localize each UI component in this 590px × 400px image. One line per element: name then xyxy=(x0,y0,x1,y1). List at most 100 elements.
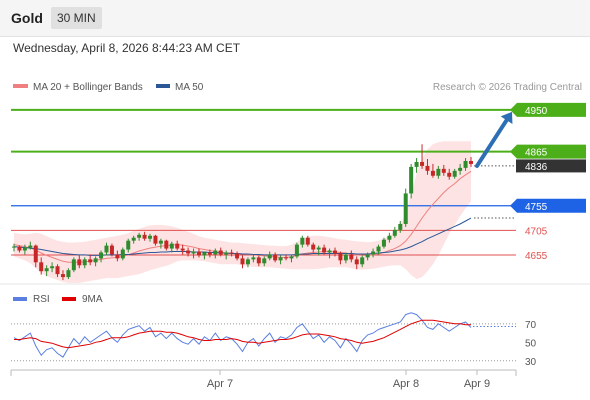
candle-body xyxy=(289,256,294,259)
forecast-arrow-shaft xyxy=(475,118,509,168)
candle-body xyxy=(175,243,180,249)
candle-body xyxy=(120,249,125,259)
candle-body xyxy=(224,252,229,255)
candle-body xyxy=(278,257,283,261)
candle-body xyxy=(294,244,299,257)
timeframe-button[interactable]: 30 MIN xyxy=(51,7,102,29)
candle-body xyxy=(218,250,223,255)
candle-body xyxy=(436,168,441,176)
candle-body xyxy=(392,229,397,236)
x-tick-label: Apr 7 xyxy=(207,378,233,390)
resistance-1-label-bg xyxy=(510,144,586,159)
rsi-ma-legend-label: 9MA xyxy=(82,294,103,305)
candle-body xyxy=(180,248,185,251)
candle-body xyxy=(273,254,278,261)
candle-body xyxy=(196,251,201,256)
rsi-legend-label: RSI xyxy=(33,294,50,305)
candle-body xyxy=(371,251,376,255)
candle-body xyxy=(338,253,343,261)
x-axis: Apr 7 Apr 8 Apr 9 xyxy=(207,370,490,390)
candle-body xyxy=(22,247,27,251)
candle-body xyxy=(267,254,272,259)
candle-body xyxy=(12,246,16,248)
candle-body xyxy=(131,237,136,241)
candle-body xyxy=(447,172,452,177)
candle-body xyxy=(240,258,245,265)
x-tick-label: Apr 8 xyxy=(393,378,419,390)
resistance-1-label: 4865 xyxy=(525,148,548,159)
candle-body xyxy=(381,239,386,247)
level-labels: 4950 4865 4836 4755 4705 4655 xyxy=(510,102,586,262)
x-tick-label: Apr 9 xyxy=(464,378,490,390)
candle-body xyxy=(66,270,71,278)
candle-body xyxy=(360,257,365,265)
candle-body xyxy=(256,257,261,264)
candle-body xyxy=(327,250,332,253)
candle-body xyxy=(142,234,147,239)
candle-body xyxy=(354,259,359,265)
candle-body xyxy=(148,235,153,239)
candle-body xyxy=(251,257,256,260)
candle-body xyxy=(300,237,305,245)
candle-body xyxy=(414,161,419,167)
candle-body xyxy=(153,235,158,244)
ma50-legend-label: MA 50 xyxy=(175,82,204,93)
rsi-panel: 30 50 70 xyxy=(11,312,537,368)
candle-body xyxy=(99,252,104,259)
candle-body xyxy=(343,254,348,261)
rsi-tick-label-50: 50 xyxy=(525,338,537,349)
candle-body xyxy=(463,160,468,168)
pivot-label-bg xyxy=(510,198,586,213)
candle-body xyxy=(469,160,473,164)
candle-body xyxy=(77,259,82,266)
candle-body xyxy=(82,259,87,266)
candle-body xyxy=(316,247,321,250)
symbol-title: Gold xyxy=(11,10,43,26)
candle-body xyxy=(425,165,430,171)
candle-body xyxy=(126,240,131,250)
candle-body xyxy=(311,244,316,250)
candle-body xyxy=(229,252,234,254)
candle-body xyxy=(430,170,435,176)
candle-body xyxy=(365,254,370,258)
ma20-legend-label: MA 20 + Bollinger Bands xyxy=(33,82,143,93)
candle-body xyxy=(235,253,240,259)
candle-body xyxy=(39,262,44,272)
candle-body xyxy=(93,258,98,263)
candle-body xyxy=(332,250,337,254)
rsi-tick-label-70: 70 xyxy=(525,320,537,331)
candle-body xyxy=(305,237,310,245)
rsi-ma-line xyxy=(14,319,471,349)
resistance-2-label-bg xyxy=(510,102,586,117)
candle-body xyxy=(137,234,142,238)
candle-body xyxy=(158,240,163,244)
candle-body xyxy=(71,259,76,271)
support-2-label: 4655 xyxy=(525,251,548,262)
candle-body xyxy=(213,250,218,255)
candle-body xyxy=(441,168,446,173)
candle-body xyxy=(60,274,65,278)
candle-body xyxy=(349,254,354,260)
candle-body xyxy=(169,243,174,249)
support-1-label: 4705 xyxy=(525,226,548,237)
candlesticks xyxy=(12,144,473,281)
candle-body xyxy=(50,266,55,269)
price-annotations xyxy=(475,111,513,168)
candle-body xyxy=(28,245,33,248)
rsi-line xyxy=(13,312,472,358)
candle-body xyxy=(55,266,60,275)
last-price-label: 4836 xyxy=(525,162,548,173)
resistance-2-label: 4950 xyxy=(525,106,548,117)
header-bar: Gold 30 MIN xyxy=(0,0,590,37)
candle-body xyxy=(376,246,381,252)
forecast-arrow-head xyxy=(500,111,513,125)
candle-body xyxy=(387,235,392,240)
candle-body xyxy=(17,246,22,251)
candle-body xyxy=(115,254,120,259)
candle-body xyxy=(398,223,403,230)
candle-body xyxy=(322,247,327,253)
candle-body xyxy=(284,257,289,259)
last-price-label-bg xyxy=(516,159,586,173)
